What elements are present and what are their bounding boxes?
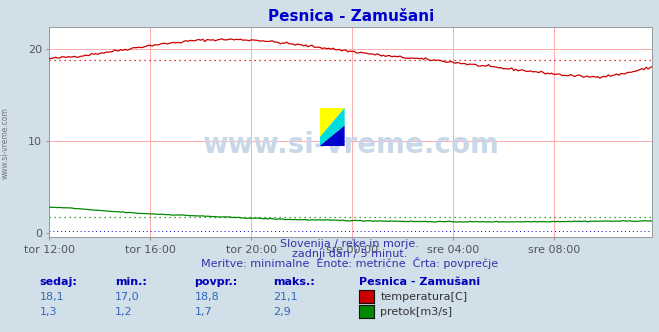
Text: www.si-vreme.com: www.si-vreme.com [1,107,10,179]
Text: Meritve: minimalne  Enote: metrične  Črta: povprečje: Meritve: minimalne Enote: metrične Črta:… [201,257,498,269]
Text: povpr.:: povpr.: [194,277,238,287]
Text: 21,1: 21,1 [273,292,298,302]
Polygon shape [320,125,345,146]
Text: 17,0: 17,0 [115,292,140,302]
Text: 2,9: 2,9 [273,307,291,317]
Text: 1,2: 1,2 [115,307,133,317]
Text: 1,3: 1,3 [40,307,57,317]
Text: min.:: min.: [115,277,147,287]
Text: Slovenija / reke in morje.: Slovenija / reke in morje. [280,239,418,249]
Text: Pesnica - Zamušani: Pesnica - Zamušani [359,277,480,287]
Polygon shape [320,108,345,137]
Text: zadnji dan / 5 minut.: zadnji dan / 5 minut. [291,249,407,259]
Text: 18,1: 18,1 [40,292,64,302]
Text: pretok[m3/s]: pretok[m3/s] [380,307,452,317]
Title: Pesnica - Zamušani: Pesnica - Zamušani [268,9,434,24]
Polygon shape [320,108,345,146]
Text: sedaj:: sedaj: [40,277,77,287]
Text: maks.:: maks.: [273,277,315,287]
Text: temperatura[C]: temperatura[C] [380,292,467,302]
Text: 18,8: 18,8 [194,292,219,302]
Text: www.si-vreme.com: www.si-vreme.com [202,130,500,159]
Text: 1,7: 1,7 [194,307,212,317]
